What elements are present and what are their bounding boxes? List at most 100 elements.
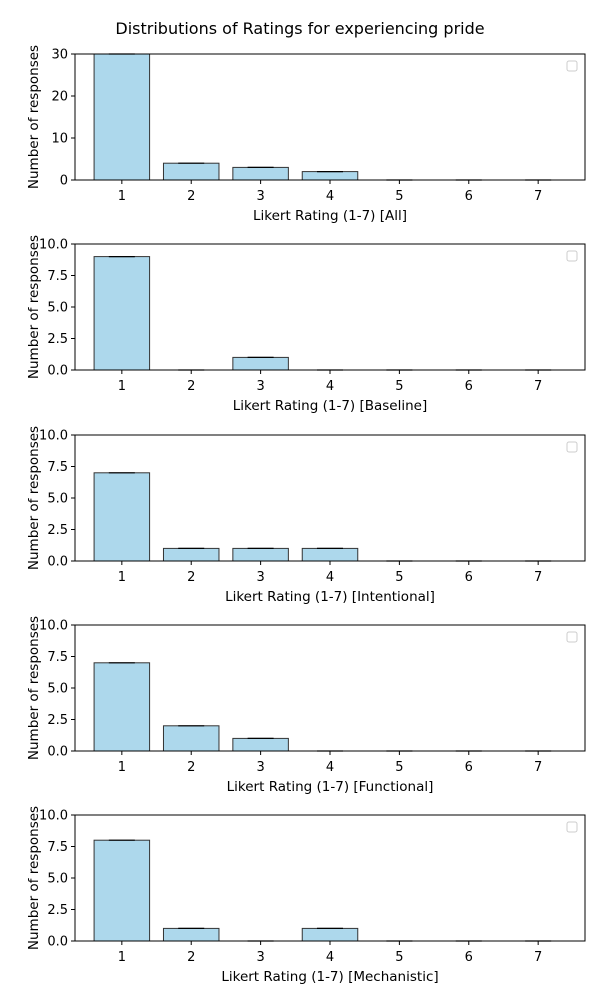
x-tick-label: 4 xyxy=(326,379,334,394)
y-tick-label: 10.0 xyxy=(39,809,68,824)
x-tick-label: 1 xyxy=(118,760,126,775)
bar-2 xyxy=(162,725,220,752)
bar-2 xyxy=(162,162,220,181)
bar-1 xyxy=(93,662,151,752)
y-tick-label: 0.0 xyxy=(47,555,68,570)
x-tick-label: 6 xyxy=(465,760,473,775)
axes-frame xyxy=(74,243,586,371)
y-tick-label: 0.0 xyxy=(47,364,68,379)
x-tick-label: 4 xyxy=(326,760,334,775)
y-tick-label: 10 xyxy=(51,132,68,147)
x-tick-label: 1 xyxy=(118,189,126,204)
y-axis-label: Number of responses xyxy=(26,426,42,570)
chart-panels: 1 2 3 4 5 6 7 0 10 20 30 Likert Rating (1-7) [All] N… xyxy=(26,45,586,985)
x-tick-label: 3 xyxy=(256,379,264,394)
bar-1 xyxy=(93,256,151,371)
x-tick-label: 5 xyxy=(395,760,403,775)
bar-4 xyxy=(301,171,359,181)
x-tick-label: 7 xyxy=(534,379,542,394)
x-tick-label: 1 xyxy=(118,379,126,394)
x-tick-label: 4 xyxy=(326,570,334,585)
bar-1 xyxy=(93,472,151,562)
bar-2 xyxy=(162,927,220,942)
y-axis-label: Number of responses xyxy=(26,616,42,760)
y-tick-label: 0.0 xyxy=(47,745,68,760)
y-tick-label: 2.5 xyxy=(47,332,68,347)
x-tick-label: 5 xyxy=(395,379,403,394)
bar-1 xyxy=(93,53,151,181)
bar-4 xyxy=(301,547,359,562)
x-axis-label: Likert Rating (1-7) [Mechanistic] xyxy=(221,969,438,985)
legend-box xyxy=(566,250,578,262)
bar-3 xyxy=(232,166,289,181)
chart-panel-1: 1 2 3 4 5 6 7 0 10 20 30 Likert Rating (1-7) [All] N… xyxy=(26,45,586,224)
y-tick-label: 7.5 xyxy=(47,460,68,475)
x-tick-label: 2 xyxy=(187,570,195,585)
x-tick-label: 3 xyxy=(256,760,264,775)
x-axis-label: Likert Rating (1-7) [Intentional] xyxy=(225,589,435,605)
legend-box xyxy=(566,60,578,72)
x-tick-label: 3 xyxy=(256,950,264,965)
y-tick-label: 2.5 xyxy=(47,523,68,538)
y-tick-label: 5.0 xyxy=(47,682,68,697)
bar-1 xyxy=(93,839,151,942)
y-tick-label: 30 xyxy=(51,48,68,63)
legend-box xyxy=(566,441,578,453)
x-tick-label: 4 xyxy=(326,950,334,965)
x-axis-label: Likert Rating (1-7) [All] xyxy=(253,208,407,224)
x-tick-label: 2 xyxy=(187,189,195,204)
axes-frame xyxy=(74,434,586,562)
x-tick-label: 7 xyxy=(534,760,542,775)
y-tick-label: 5.0 xyxy=(47,872,68,887)
x-tick-label: 5 xyxy=(395,570,403,585)
chart-panel-4: 1 2 3 4 5 6 7 0.0 2.5 5.0 7.5 10.0 Likert Rating (1-… xyxy=(26,616,586,795)
x-axis-label: Likert Rating (1-7) [Functional] xyxy=(227,779,434,795)
axes-frame xyxy=(74,53,586,181)
y-tick-label: 7.5 xyxy=(47,650,68,665)
y-tick-label: 5.0 xyxy=(47,301,68,316)
x-tick-label: 5 xyxy=(395,189,403,204)
x-tick-label: 3 xyxy=(256,189,264,204)
bar-3 xyxy=(232,547,289,562)
y-tick-label: 5.0 xyxy=(47,492,68,507)
legend-box xyxy=(566,631,578,643)
x-tick-label: 7 xyxy=(534,570,542,585)
x-tick-label: 6 xyxy=(465,950,473,965)
y-axis-label: Number of responses xyxy=(26,806,42,950)
bar-3 xyxy=(232,356,289,371)
chart-panel-2: 1 2 3 4 5 6 7 0.0 2.5 5.0 7.5 10.0 Likert Rating (1-… xyxy=(26,235,586,414)
y-tick-label: 10.0 xyxy=(39,429,68,444)
y-tick-label: 2.5 xyxy=(47,713,68,728)
x-tick-label: 7 xyxy=(534,950,542,965)
x-tick-label: 6 xyxy=(465,570,473,585)
x-tick-label: 6 xyxy=(465,189,473,204)
chart-panel-5: 1 2 3 4 5 6 7 0.0 2.5 5.0 7.5 10.0 Likert Rating (1-… xyxy=(26,806,586,985)
y-axis-label: Number of responses xyxy=(26,235,42,379)
y-tick-label: 0.0 xyxy=(47,935,68,950)
bar-4 xyxy=(301,927,359,942)
y-tick-label: 10.0 xyxy=(39,619,68,634)
x-tick-label: 7 xyxy=(534,189,542,204)
x-tick-label: 4 xyxy=(326,189,334,204)
figure-title: Distributions of Ratings for experiencin… xyxy=(115,19,484,38)
legend-box xyxy=(566,821,578,833)
bar-3 xyxy=(232,737,289,752)
x-tick-label: 1 xyxy=(118,570,126,585)
y-tick-label: 0 xyxy=(60,174,68,189)
x-tick-label: 3 xyxy=(256,570,264,585)
y-tick-label: 10.0 xyxy=(39,238,68,253)
x-tick-label: 5 xyxy=(395,950,403,965)
y-tick-label: 2.5 xyxy=(47,903,68,918)
axes-frame xyxy=(74,624,586,752)
x-axis-label: Likert Rating (1-7) [Baseline] xyxy=(233,398,428,414)
y-tick-label: 7.5 xyxy=(47,840,68,855)
y-axis-label: Number of responses xyxy=(26,45,42,189)
x-tick-label: 6 xyxy=(465,379,473,394)
y-tick-label: 20 xyxy=(51,90,68,105)
x-tick-label: 2 xyxy=(187,760,195,775)
chart-panel-3: 1 2 3 4 5 6 7 0.0 2.5 5.0 7.5 10.0 Likert Rating (1-… xyxy=(26,426,586,605)
x-tick-label: 1 xyxy=(118,950,126,965)
bar-2 xyxy=(162,547,220,562)
x-tick-label: 2 xyxy=(187,950,195,965)
